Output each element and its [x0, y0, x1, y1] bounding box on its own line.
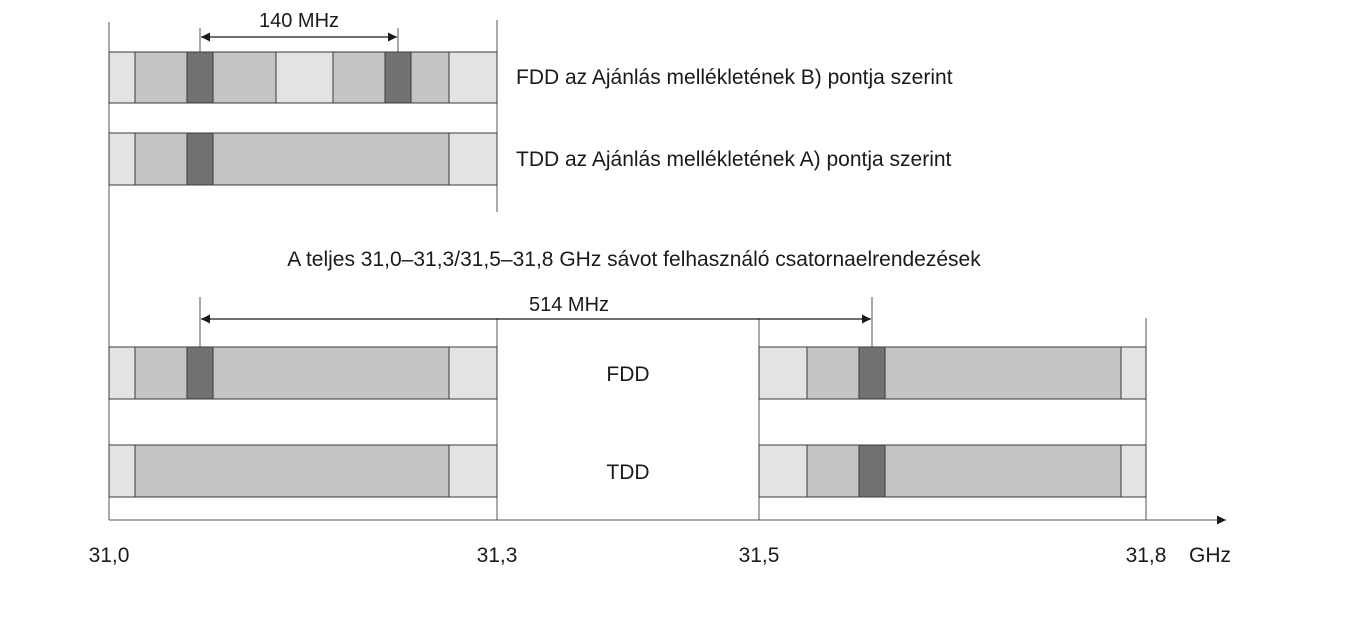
segment: [186, 346, 214, 400]
segment: [858, 444, 886, 498]
segment: [384, 51, 412, 104]
band-row-fdd-right: [758, 346, 1147, 400]
band-row-tdd-left: [108, 444, 498, 498]
segment: [1120, 444, 1147, 498]
axis-tick-label: 31,5: [739, 544, 780, 567]
band-row-fdd-b: [108, 51, 498, 104]
band-row-fdd-left: [108, 346, 498, 400]
segment: [806, 444, 860, 498]
segment: [448, 132, 498, 186]
segment: [448, 444, 498, 498]
full-band-heading: A teljes 31,0–31,3/31,5–31,8 GHz sávot f…: [287, 248, 981, 271]
band-row-tdd-a: [108, 132, 498, 186]
segment: [212, 51, 277, 104]
band-row-tdd-right: [758, 444, 1147, 498]
segment: [884, 346, 1122, 400]
axis-tick-label: 31,8: [1126, 544, 1167, 567]
segment: [448, 346, 498, 400]
segment: [134, 444, 450, 498]
fdd-b-label: FDD az Ajánlás mellékletének B) pontja s…: [516, 66, 953, 89]
segment: [275, 51, 334, 104]
segment: [448, 51, 498, 104]
segment: [212, 346, 450, 400]
segment: [134, 132, 188, 186]
segment: [108, 346, 136, 400]
axis-unit-label: GHz: [1189, 544, 1231, 567]
segment: [108, 132, 136, 186]
spacing-bottom-label: 514 MHz: [529, 294, 609, 316]
segment: [212, 132, 450, 186]
segment: [758, 444, 808, 498]
segment: [858, 346, 886, 400]
segment: [1120, 346, 1147, 400]
segment: [108, 51, 136, 104]
segment: [186, 51, 214, 104]
tdd-a-label: TDD az Ajánlás mellékletének A) pontja s…: [516, 148, 952, 171]
tdd-label: TDD: [606, 461, 649, 484]
segment: [134, 51, 188, 104]
fdd-label: FDD: [606, 363, 649, 386]
segment: [108, 444, 136, 498]
segment: [758, 346, 808, 400]
segment: [134, 346, 188, 400]
segment: [884, 444, 1122, 498]
segment: [186, 132, 214, 186]
spacing-top-label: 140 MHz: [259, 10, 339, 32]
segment: [806, 346, 860, 400]
axis-tick-label: 31,3: [477, 544, 518, 567]
axis-tick-label: 31,0: [89, 544, 130, 567]
segment: [410, 51, 450, 104]
segment: [332, 51, 386, 104]
